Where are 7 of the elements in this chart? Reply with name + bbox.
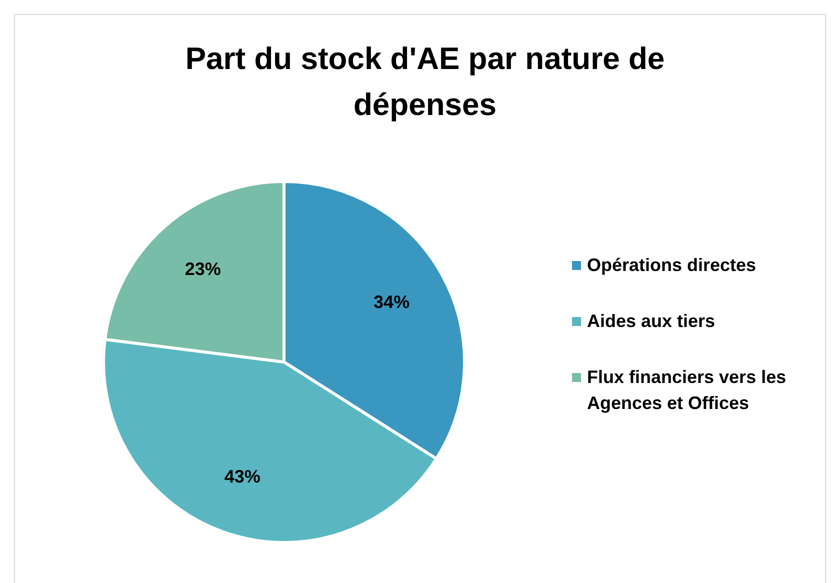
legend-label: Aides aux tiers: [587, 310, 716, 333]
chart-title: Part du stock d'AE par nature de dépenses: [184, 40, 666, 124]
data-label: 43%: [224, 466, 260, 486]
data-label: 34%: [374, 292, 410, 312]
legend-label: Flux financiers vers les Agences et Offices: [587, 366, 788, 415]
data-label: 23%: [184, 258, 221, 279]
legend-label: Opérations directes: [587, 254, 756, 277]
